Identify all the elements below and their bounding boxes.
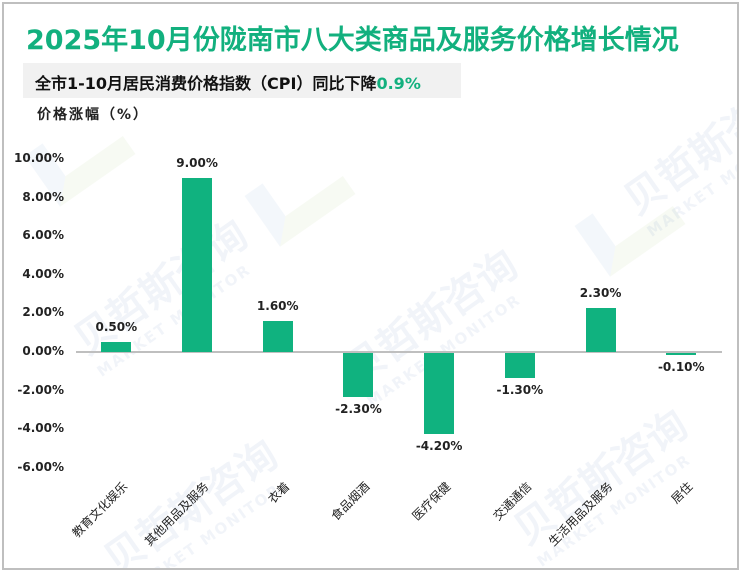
bar: [182, 178, 213, 352]
bar: [101, 342, 132, 352]
watermark-logo-icon: [244, 143, 356, 247]
y-tick-label: -6.00%: [17, 459, 64, 474]
x-tick-label: 衣着: [265, 479, 293, 507]
y-tick-label: 8.00%: [22, 189, 64, 204]
bar: [585, 307, 616, 352]
x-tick-label: 教育文化娱乐: [69, 479, 131, 541]
data-label: -0.10%: [657, 360, 705, 374]
x-axis-line: [76, 351, 722, 353]
watermark-logo-icon: [574, 173, 686, 277]
x-tick-label: 生活用品及服务: [545, 479, 615, 549]
data-label: 1.60%: [256, 299, 299, 314]
subtitle-box: 全市1-10月居民消费价格指数（CPI）同比下降0.9%: [23, 63, 461, 98]
y-tick-label: 4.00%: [22, 266, 64, 281]
data-label: -2.30%: [335, 402, 382, 417]
data-label: -4.20%: [415, 439, 463, 454]
bar: [424, 353, 455, 435]
y-tick-label: 6.00%: [22, 228, 64, 243]
data-label: 9.00%: [176, 156, 218, 171]
y-axis-label: 价格涨幅（%）: [37, 107, 150, 123]
y-tick-label: -4.00%: [17, 421, 64, 436]
chart-title: 2025年10月份陇南市八大类商品及服务价格增长情况: [26, 25, 679, 56]
bar: [666, 353, 697, 355]
data-label: 2.30%: [579, 285, 622, 300]
subtitle-highlight: 0.9%: [376, 74, 421, 93]
data-label: -1.30%: [496, 383, 544, 398]
bar: [262, 321, 293, 352]
x-tick-label: 交通通信: [490, 479, 535, 524]
x-tick-label: 其他用品及服务: [142, 479, 212, 549]
x-tick-label: 食品烟酒: [328, 479, 373, 524]
y-tick-label: 10.00%: [14, 151, 64, 165]
data-label: 0.50%: [95, 320, 138, 335]
y-tick-label: 0.00%: [22, 344, 64, 358]
bar: [504, 353, 535, 379]
y-tick-label: -2.00%: [17, 382, 64, 397]
bar: [343, 353, 374, 398]
subtitle: 全市1-10月居民消费价格指数（CPI）同比下降0.9%: [35, 70, 421, 94]
y-tick-label: 2.00%: [22, 305, 64, 320]
subtitle-text: 全市1-10月居民消费价格指数（CPI）同比下降: [35, 74, 377, 93]
x-tick-label: 居住: [668, 479, 696, 507]
x-tick-label: 医疗保健: [409, 479, 454, 524]
